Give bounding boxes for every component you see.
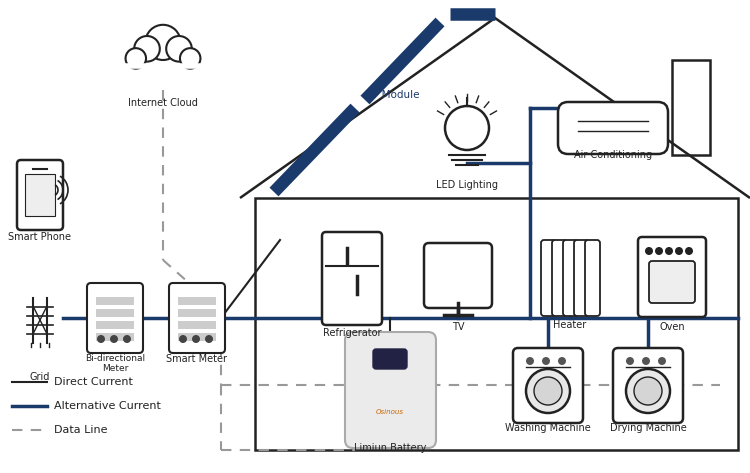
- FancyBboxPatch shape: [638, 237, 706, 317]
- Text: Air Conditioning: Air Conditioning: [574, 150, 652, 160]
- Text: TV: TV: [452, 322, 464, 332]
- Bar: [25, 174, 55, 216]
- FancyBboxPatch shape: [345, 332, 436, 448]
- Circle shape: [642, 357, 650, 365]
- FancyBboxPatch shape: [541, 240, 556, 316]
- Circle shape: [626, 357, 634, 365]
- Circle shape: [542, 357, 550, 365]
- Text: Limiun Battery: Limiun Battery: [354, 443, 426, 453]
- FancyBboxPatch shape: [585, 240, 600, 316]
- FancyBboxPatch shape: [574, 240, 589, 316]
- Circle shape: [645, 247, 653, 255]
- Text: Internet Cloud: Internet Cloud: [128, 98, 198, 108]
- Text: Bi-directional
Meter: Bi-directional Meter: [85, 354, 145, 373]
- Circle shape: [526, 357, 534, 365]
- Circle shape: [192, 335, 200, 343]
- Circle shape: [658, 357, 666, 365]
- Circle shape: [180, 48, 200, 69]
- Circle shape: [134, 36, 160, 61]
- Circle shape: [179, 335, 187, 343]
- Bar: [96, 309, 134, 317]
- Circle shape: [558, 357, 566, 365]
- Text: Smart Phone: Smart Phone: [8, 232, 71, 242]
- Bar: [178, 309, 216, 317]
- Bar: [128, 30, 198, 58]
- Circle shape: [526, 369, 570, 413]
- FancyBboxPatch shape: [373, 349, 407, 369]
- Circle shape: [205, 335, 213, 343]
- Bar: [96, 321, 134, 329]
- Circle shape: [110, 335, 118, 343]
- Circle shape: [626, 369, 670, 413]
- Circle shape: [146, 25, 181, 60]
- FancyBboxPatch shape: [169, 283, 225, 353]
- Circle shape: [534, 377, 562, 405]
- FancyBboxPatch shape: [613, 348, 683, 423]
- FancyBboxPatch shape: [649, 261, 695, 303]
- Text: LED Lighting: LED Lighting: [436, 180, 498, 190]
- FancyBboxPatch shape: [322, 232, 382, 325]
- Circle shape: [685, 247, 693, 255]
- Text: PV Module: PV Module: [365, 90, 419, 100]
- Text: Washing Machine: Washing Machine: [506, 423, 591, 433]
- Bar: [178, 333, 216, 341]
- Text: Alternative Current: Alternative Current: [54, 401, 160, 411]
- Bar: [178, 321, 216, 329]
- Text: Heater: Heater: [554, 320, 586, 330]
- Bar: [96, 333, 134, 341]
- Text: Refrigerator: Refrigerator: [322, 328, 381, 338]
- Bar: [255, 198, 738, 450]
- Bar: [178, 297, 216, 305]
- FancyBboxPatch shape: [552, 240, 567, 316]
- Circle shape: [125, 48, 146, 69]
- FancyBboxPatch shape: [563, 240, 578, 316]
- FancyBboxPatch shape: [513, 348, 583, 423]
- Text: Grid: Grid: [30, 372, 50, 382]
- Circle shape: [634, 377, 662, 405]
- Circle shape: [665, 247, 673, 255]
- FancyBboxPatch shape: [424, 243, 492, 308]
- FancyBboxPatch shape: [17, 160, 63, 230]
- Circle shape: [655, 247, 663, 255]
- FancyBboxPatch shape: [87, 283, 143, 353]
- Text: Oven: Oven: [659, 322, 685, 332]
- Text: Direct Current: Direct Current: [54, 377, 133, 387]
- Circle shape: [166, 36, 192, 61]
- Bar: [96, 297, 134, 305]
- Circle shape: [675, 247, 683, 255]
- Text: Drying Machine: Drying Machine: [610, 423, 686, 433]
- Text: Smart Meter: Smart Meter: [166, 354, 227, 364]
- Circle shape: [445, 106, 489, 150]
- Text: Osinous: Osinous: [376, 409, 404, 415]
- Circle shape: [97, 335, 105, 343]
- FancyBboxPatch shape: [558, 102, 668, 154]
- Bar: [672, 60, 710, 155]
- Circle shape: [123, 335, 131, 343]
- Text: Data Line: Data Line: [54, 425, 107, 435]
